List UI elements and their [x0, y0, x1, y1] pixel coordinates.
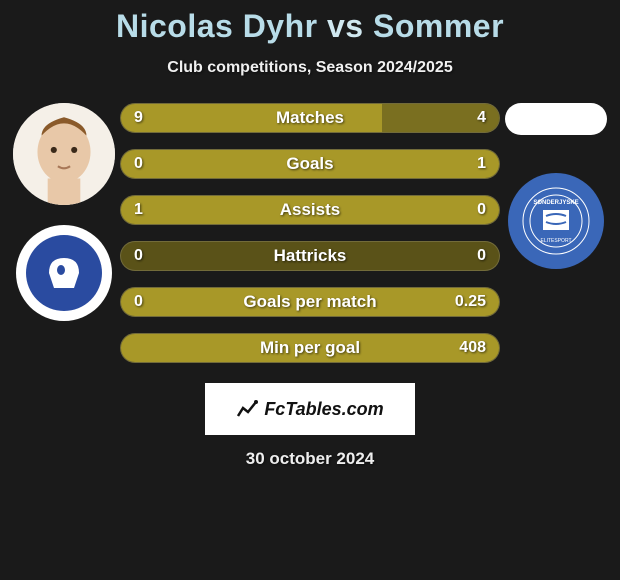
stat-row: Assists10 — [120, 195, 500, 225]
left-column — [0, 103, 120, 321]
bar-track — [120, 103, 500, 133]
main-area: Matches94 Goals01 Assists10 Hattricks00 Goal… — [0, 103, 620, 363]
bar-track — [120, 195, 500, 225]
player2-photo — [505, 103, 607, 135]
player1-photo — [13, 103, 115, 205]
subtitle: Club competitions, Season 2024/2025 — [167, 59, 452, 77]
bar-left-fill — [121, 196, 499, 224]
stat-row: Matches94 — [120, 103, 500, 133]
vs-text: vs — [327, 8, 364, 44]
bar-right-fill — [121, 334, 499, 362]
right-column: SØNDERJYSKE ELITESPORT — [500, 103, 620, 269]
player2-name: Sommer — [373, 8, 504, 44]
bar-left-fill — [121, 104, 382, 132]
player1-name: Nicolas Dyhr — [116, 8, 318, 44]
stat-row: Goals per match00.25 — [120, 287, 500, 317]
svg-text:ELITESPORT: ELITESPORT — [540, 238, 571, 244]
footer-logo-text: FcTables.com — [264, 399, 383, 420]
bar-right-fill — [121, 150, 499, 178]
bar-track — [120, 241, 500, 271]
club-crest-icon: SØNDERJYSKE ELITESPORT — [521, 186, 591, 256]
stat-row: Goals01 — [120, 149, 500, 179]
stat-row: Hattricks00 — [120, 241, 500, 271]
player2-club-badge: SØNDERJYSKE ELITESPORT — [508, 173, 604, 269]
page-title: Nicolas Dyhr vs Sommer — [116, 8, 504, 45]
comparison-infographic: Nicolas Dyhr vs Sommer Club competitions… — [0, 0, 620, 580]
footer-logo: FcTables.com — [205, 383, 415, 435]
club-crest-icon — [26, 235, 102, 311]
chart-icon — [236, 398, 258, 420]
svg-text:SØNDERJYSKE: SØNDERJYSKE — [533, 200, 578, 206]
bar-track — [120, 333, 500, 363]
stat-row: Min per goal408 — [120, 333, 500, 363]
footer-date: 30 october 2024 — [246, 449, 375, 469]
bar-track — [120, 149, 500, 179]
bar-track — [120, 287, 500, 317]
stats-bars: Matches94 Goals01 Assists10 Hattricks00 Goal… — [120, 103, 500, 363]
player1-club-badge — [16, 225, 112, 321]
face-icon — [13, 103, 115, 205]
bar-right-fill — [382, 104, 499, 132]
bar-right-fill — [121, 288, 499, 316]
